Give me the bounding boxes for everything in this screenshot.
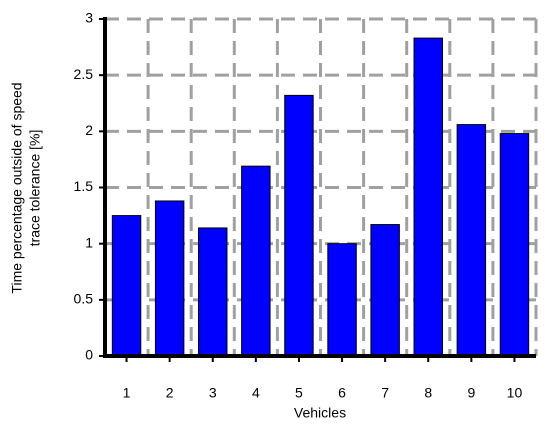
x-tick-label: 10	[507, 385, 523, 401]
x-tick-label: 2	[166, 385, 174, 401]
y-tick-label: 3	[85, 10, 93, 26]
y-axis-label: Time percentage outside of speed trace t…	[9, 82, 43, 293]
x-tick-label: 3	[209, 385, 217, 401]
bar	[241, 165, 271, 357]
x-axis-label: Vehicles	[294, 405, 346, 421]
x-tick-label: 4	[252, 385, 260, 401]
y-tick-label: 2.5	[74, 66, 94, 82]
axes: 0 0.5 1 1.5 2 2.5 3 1 2 3 4 5 6 7 8 9 10	[74, 10, 536, 401]
bar	[154, 200, 185, 357]
y-tick-label: 1	[85, 234, 93, 250]
x-tick-label: 8	[424, 385, 432, 401]
bar	[499, 133, 530, 357]
bar	[284, 94, 314, 357]
grid	[105, 17, 538, 358]
bar	[111, 215, 142, 357]
y-tick-label: 0.5	[74, 291, 94, 307]
x-tick-label: 7	[381, 385, 389, 401]
bars	[111, 37, 530, 357]
y-tick-label: 0	[85, 347, 93, 363]
bar	[370, 224, 400, 357]
x-tick-label: 6	[338, 385, 346, 401]
y-axis-label-line: trace tolerance [%]	[27, 130, 43, 247]
x-tick-label: 9	[467, 385, 475, 401]
bar	[456, 124, 487, 357]
x-tick-label: 1	[123, 385, 131, 401]
y-tick-label: 1.5	[74, 178, 94, 194]
bar	[327, 243, 357, 357]
x-tick-label: 5	[295, 385, 303, 401]
y-tick-label: 2	[85, 122, 93, 138]
bar	[413, 37, 443, 357]
y-axis-label-line: Time percentage outside of speed	[9, 82, 25, 293]
bar	[198, 227, 228, 357]
